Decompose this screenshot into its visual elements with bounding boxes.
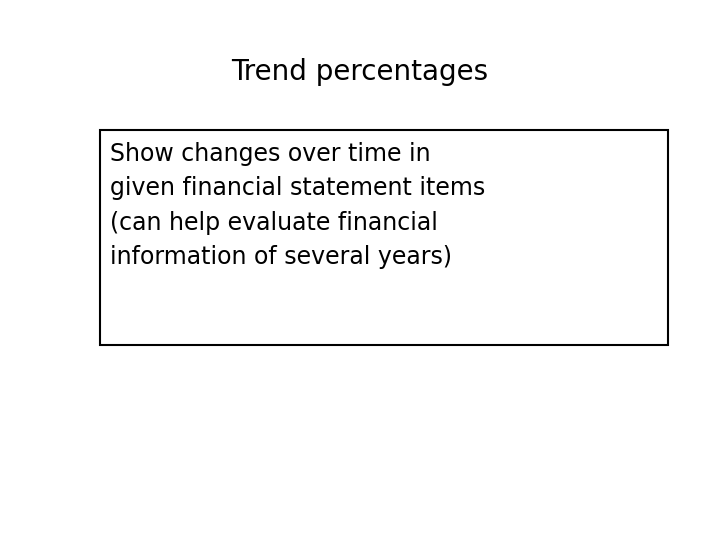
Bar: [100, 130, 668, 345]
Text: Show changes over time in
given financial statement items
(can help evaluate fin: Show changes over time in given financia…: [110, 142, 485, 269]
Text: Trend percentages: Trend percentages: [231, 58, 489, 86]
